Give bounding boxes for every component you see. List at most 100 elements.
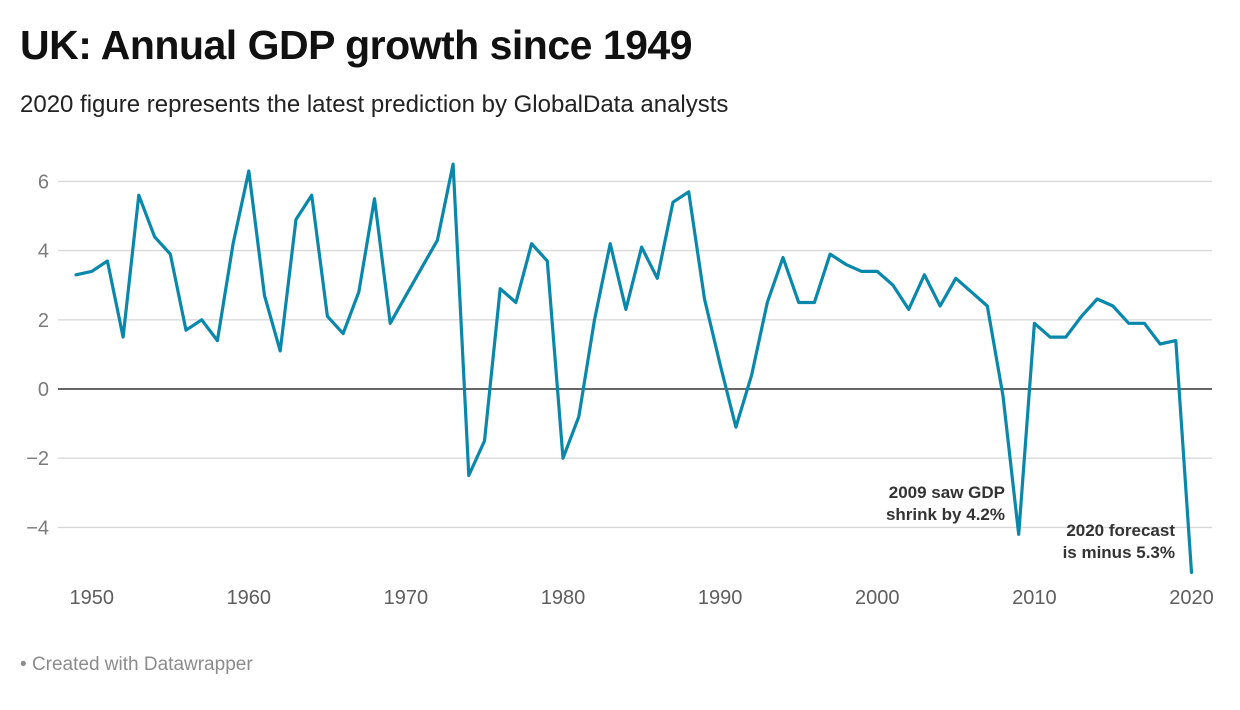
annotation-2009: 2009 saw GDP shrink by 4.2%	[886, 483, 1005, 524]
data-point	[765, 301, 769, 305]
data-point	[875, 269, 879, 273]
annotation-line: 2009 saw GDP	[889, 483, 1005, 502]
data-point	[1095, 297, 1099, 301]
data-point	[702, 297, 706, 301]
data-point	[514, 301, 518, 305]
data-point	[938, 304, 942, 308]
x-tick-label: 1960	[227, 587, 272, 609]
data-point	[482, 439, 486, 443]
data-point	[561, 456, 565, 460]
data-point	[153, 235, 157, 239]
data-point	[624, 307, 628, 311]
y-tick-label: 0	[38, 379, 49, 401]
data-point	[750, 373, 754, 377]
footer-credit: Created with Datawrapper	[31, 654, 253, 675]
data-point	[1127, 321, 1131, 325]
data-point	[592, 318, 596, 322]
data-point	[718, 363, 722, 367]
data-point	[1064, 335, 1068, 339]
data-point	[844, 262, 848, 266]
data-point	[294, 217, 298, 221]
x-tick-label: 1980	[541, 587, 586, 609]
data-point	[498, 287, 502, 291]
x-axis-ticks: 1950 1960 1970 1980 1990 2000 2010 2020	[69, 587, 1213, 609]
data-point	[1158, 342, 1162, 346]
y-tick-label: 4	[38, 241, 49, 263]
data-point	[655, 276, 659, 280]
data-point	[435, 238, 439, 242]
data-point	[1174, 339, 1178, 343]
data-point	[231, 242, 235, 246]
data-point	[310, 193, 314, 197]
data-point	[577, 415, 581, 419]
data-point	[734, 425, 738, 429]
data-point	[168, 252, 172, 256]
data-points	[74, 162, 1194, 574]
data-point	[671, 200, 675, 204]
data-point	[1032, 321, 1036, 325]
data-point	[263, 294, 267, 298]
annotation-line: 2020 forecast	[1066, 521, 1175, 540]
data-point	[105, 259, 109, 263]
data-point	[860, 269, 864, 273]
data-point	[200, 318, 204, 322]
line-chart: −4 −2 0 2 4 6 1950 1960 1970 1980 1990 2000 2010 202…	[26, 162, 1214, 609]
data-point	[90, 269, 94, 273]
data-point	[530, 242, 534, 246]
data-point	[891, 283, 895, 287]
data-point	[1017, 532, 1021, 536]
data-point	[985, 304, 989, 308]
data-point	[357, 290, 361, 294]
data-point	[545, 259, 549, 263]
data-point	[1142, 321, 1146, 325]
gridlines	[58, 180, 1212, 529]
data-point	[137, 193, 141, 197]
footer: • Created with Datawrapper	[20, 654, 253, 676]
annotation-line: is minus 5.3%	[1063, 543, 1175, 562]
y-tick-label: 2	[38, 310, 49, 332]
data-point	[608, 242, 612, 246]
data-point	[451, 162, 455, 166]
x-tick-label: 1970	[384, 587, 429, 609]
data-point	[1048, 335, 1052, 339]
annotation-line: shrink by 4.2%	[886, 505, 1005, 524]
data-point	[922, 273, 926, 277]
data-point	[812, 301, 816, 305]
gdp-growth-line	[74, 162, 1194, 574]
chart-subtitle: 2020 figure represents the latest predic…	[20, 91, 729, 118]
y-tick-label: 6	[38, 171, 49, 193]
x-tick-label: 1990	[698, 587, 743, 609]
y-axis-ticks: −4 −2 0 2 4 6	[26, 171, 49, 539]
x-tick-label: 2000	[855, 587, 900, 609]
data-point	[1190, 570, 1194, 574]
data-point	[341, 332, 345, 336]
data-point	[1001, 394, 1005, 398]
data-point	[970, 290, 974, 294]
annotation-2020: 2020 forecast is minus 5.3%	[1063, 521, 1176, 562]
data-point	[404, 294, 408, 298]
x-tick-label: 2010	[1012, 587, 1057, 609]
data-point	[74, 273, 78, 277]
y-tick-label: −4	[26, 517, 49, 539]
data-point	[467, 474, 471, 478]
chart-title: UK: Annual GDP growth since 1949	[20, 22, 693, 68]
data-point	[1080, 314, 1084, 318]
footer-bullet: •	[20, 654, 27, 675]
x-tick-label: 1950	[69, 587, 114, 609]
data-point	[1111, 304, 1115, 308]
data-point	[687, 190, 691, 194]
annotations: 2009 saw GDP shrink by 4.2% 2020 forecast i…	[886, 483, 1175, 562]
data-point	[420, 266, 424, 270]
data-point	[797, 301, 801, 305]
data-point	[184, 328, 188, 332]
y-tick-label: −2	[26, 448, 49, 470]
data-point	[954, 276, 958, 280]
data-point	[828, 252, 832, 256]
data-point	[781, 256, 785, 260]
data-point	[640, 245, 644, 249]
data-point	[325, 314, 329, 318]
data-point	[278, 349, 282, 353]
x-tick-label: 2020	[1169, 587, 1214, 609]
data-point	[907, 307, 911, 311]
data-point	[215, 339, 219, 343]
